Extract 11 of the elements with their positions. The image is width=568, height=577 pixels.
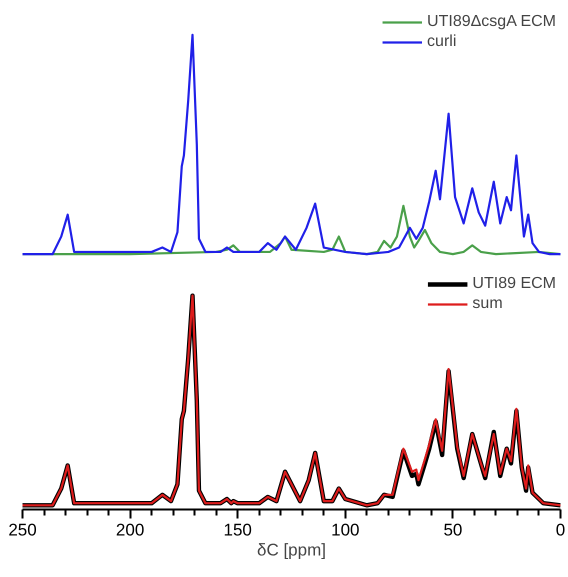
x-tick-label: 50 — [443, 520, 462, 540]
legend-label: UTI89 ECM — [472, 275, 556, 293]
x-tick-label: 250 — [8, 520, 37, 540]
x-tick-label: 150 — [224, 520, 252, 540]
x-tick-label: 100 — [331, 520, 360, 540]
legend-label: curli — [427, 33, 456, 51]
x-tick-label: 200 — [116, 520, 144, 540]
legend-label: sum — [472, 295, 503, 313]
legend-label: UTI89ΔcsgA ECM — [427, 13, 556, 31]
x-axis-title: δC [ppm] — [257, 540, 326, 560]
x-tick-label: 0 — [556, 520, 566, 540]
